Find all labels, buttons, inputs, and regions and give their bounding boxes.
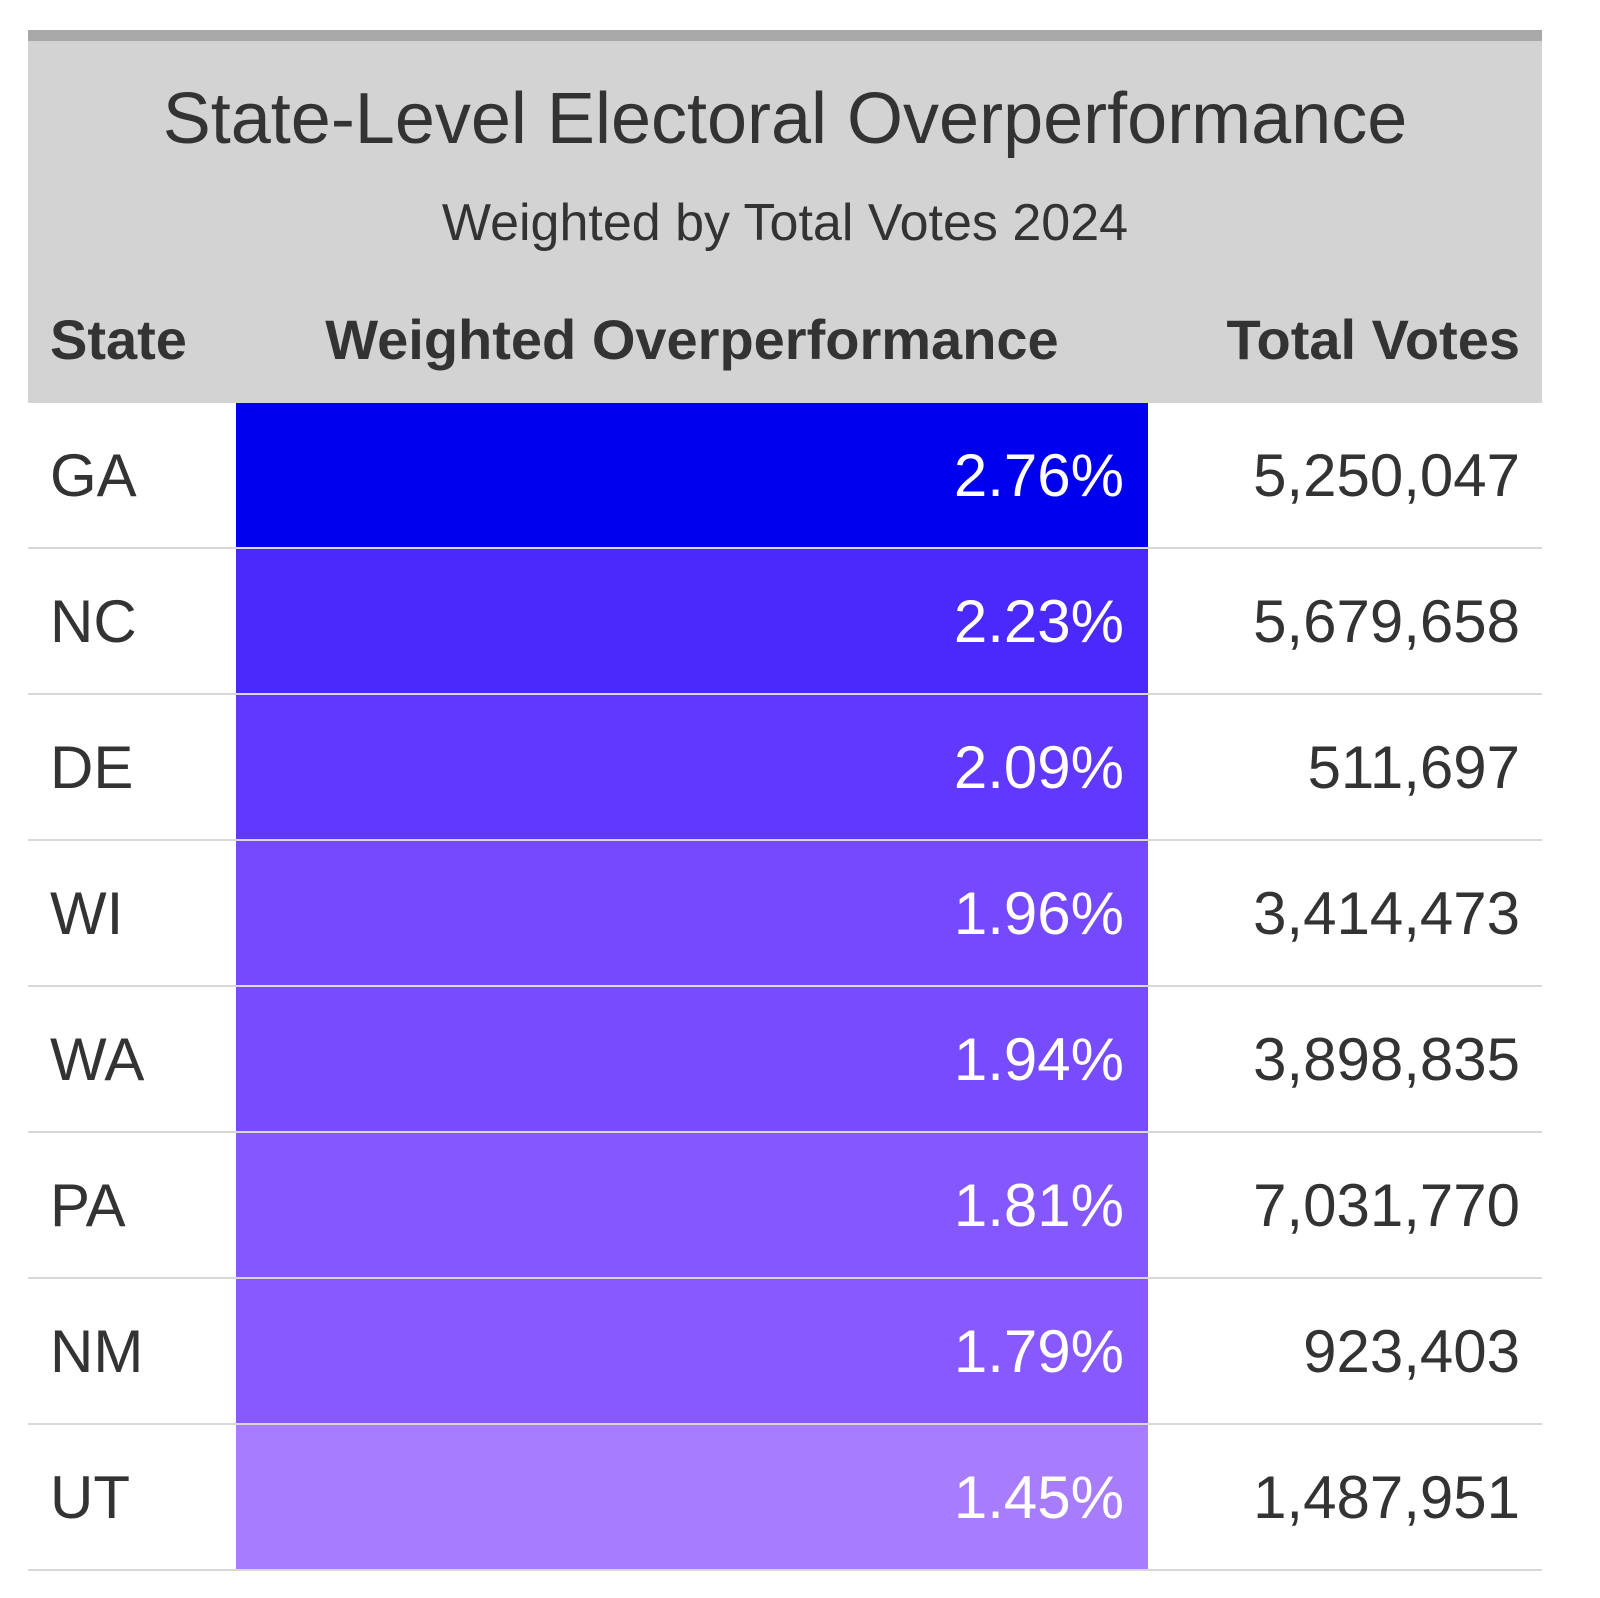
column-headers: State Weighted Overperformance Total Vot… xyxy=(28,305,1542,375)
column-header-total-votes: Total Votes xyxy=(1226,308,1520,371)
table-row: DE 2.09% 511,697 xyxy=(28,695,1542,841)
table-row: GA 2.76% 5,250,047 xyxy=(28,403,1542,549)
total-votes-cell: 511,697 xyxy=(1307,733,1520,801)
overperformance-cell: 1.81% xyxy=(236,1133,1148,1277)
table-title: State-Level Electoral Overperformance xyxy=(162,79,1408,159)
overperformance-cell: 2.23% xyxy=(236,549,1148,693)
total-votes-cell: 923,403 xyxy=(1303,1317,1520,1385)
overperformance-cell: 2.09% xyxy=(236,695,1148,839)
table-row: NC 2.23% 5,679,658 xyxy=(28,549,1542,695)
state-cell: GA xyxy=(50,441,137,509)
overperformance-cell: 2.76% xyxy=(236,403,1148,547)
column-header-overperformance: Weighted Overperformance xyxy=(325,308,1059,371)
overperformance-cell: 1.45% xyxy=(236,1425,1148,1569)
overperformance-table: State-Level Electoral Overperformance We… xyxy=(28,30,1542,1571)
column-header-state: State xyxy=(50,308,187,371)
top-rule xyxy=(28,30,1542,41)
table-row: UT 1.45% 1,487,951 xyxy=(28,1425,1542,1571)
total-votes-cell: 3,898,835 xyxy=(1253,1025,1520,1093)
state-cell: NC xyxy=(50,587,137,655)
overperformance-cell: 1.79% xyxy=(236,1279,1148,1423)
table-row: WI 1.96% 3,414,473 xyxy=(28,841,1542,987)
overperformance-cell: 1.96% xyxy=(236,841,1148,985)
total-votes-cell: 5,679,658 xyxy=(1253,587,1520,655)
table-row: PA 1.81% 7,031,770 xyxy=(28,1133,1542,1279)
state-cell: DE xyxy=(50,733,134,801)
table-row: NM 1.79% 923,403 xyxy=(28,1279,1542,1425)
state-cell: WA xyxy=(50,1025,145,1093)
total-votes-cell: 1,487,951 xyxy=(1253,1463,1520,1531)
table-body: GA 2.76% 5,250,047 NC 2.23% 5,679,658 DE 2.09% 5… xyxy=(28,403,1542,1571)
table-subtitle: Weighted by Total Votes 2024 xyxy=(441,194,1129,252)
table-header: State-Level Electoral Overperformance We… xyxy=(28,41,1542,403)
total-votes-cell: 3,414,473 xyxy=(1253,879,1520,947)
table-row: WA 1.94% 3,898,835 xyxy=(28,987,1542,1133)
total-votes-cell: 5,250,047 xyxy=(1253,441,1520,509)
state-cell: UT xyxy=(50,1463,130,1531)
total-votes-cell: 7,031,770 xyxy=(1253,1171,1520,1239)
state-cell: WI xyxy=(50,879,124,947)
state-cell: NM xyxy=(50,1317,144,1385)
state-cell: PA xyxy=(50,1171,126,1239)
overperformance-cell: 1.94% xyxy=(236,987,1148,1131)
